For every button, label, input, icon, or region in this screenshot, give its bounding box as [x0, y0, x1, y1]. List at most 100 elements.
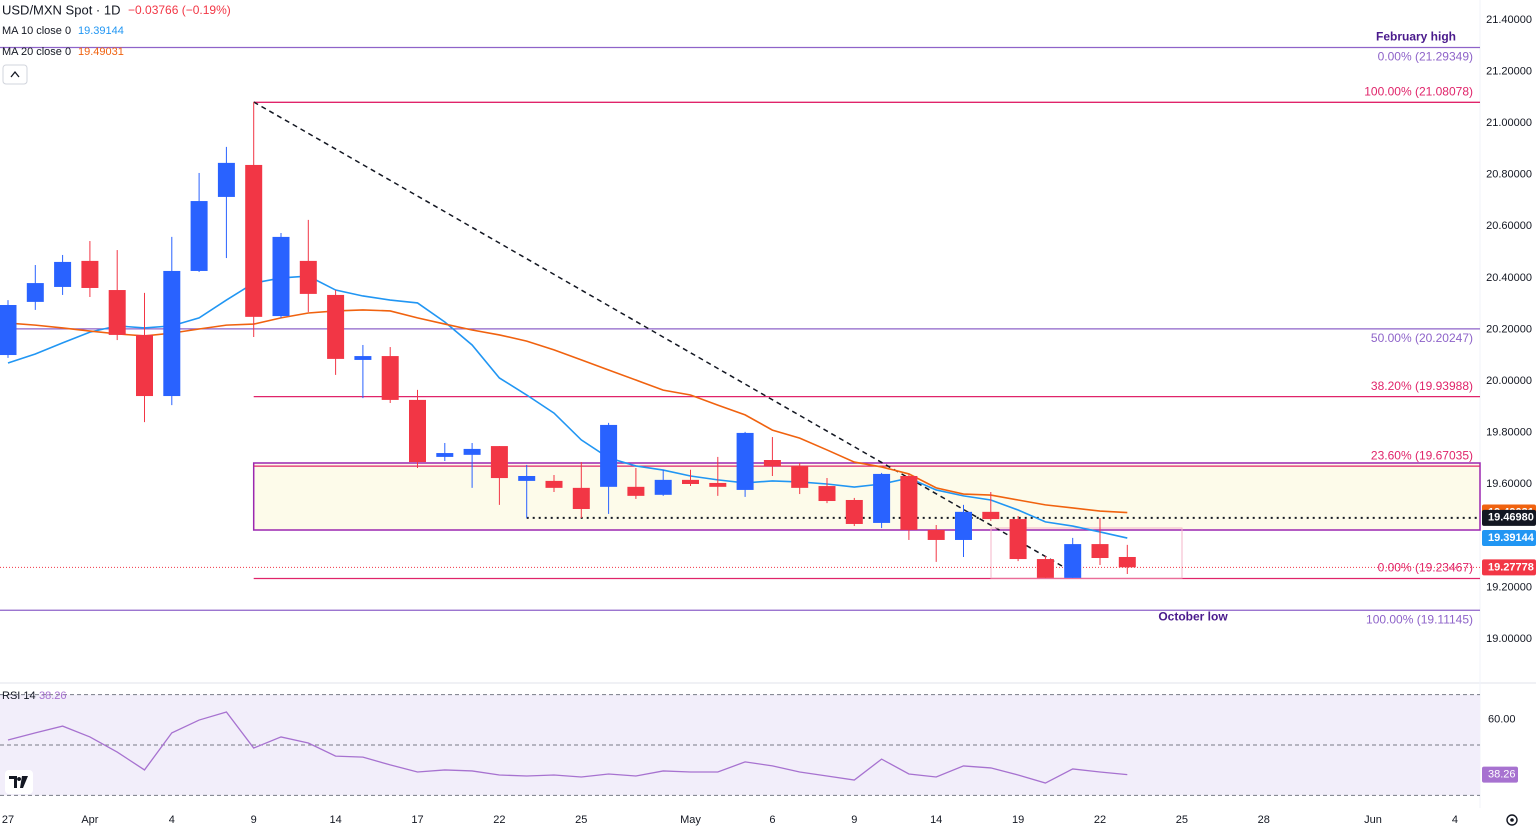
candle-body	[163, 270, 181, 397]
candle-body	[845, 499, 863, 524]
x-tick-label: Apr	[81, 814, 98, 826]
x-tick-label: 22	[1094, 814, 1106, 826]
x-tick-label: 9	[251, 814, 257, 826]
change: −0.03766 (−0.19%)	[128, 3, 231, 17]
candle-body	[1064, 544, 1082, 578]
legend-name: MA 20 close 0	[2, 46, 71, 58]
candle-body	[245, 164, 263, 317]
moving-average	[7, 309, 1128, 514]
candle-body	[982, 511, 1000, 520]
y-tick-label: 21.00000	[1486, 117, 1532, 129]
x-tick-label: 4	[169, 814, 175, 826]
candle-body	[791, 465, 809, 488]
price-tag	[1482, 559, 1536, 576]
candle-body	[572, 487, 590, 510]
candle-body	[600, 424, 618, 487]
highlight-box	[990, 527, 1183, 579]
fib-label: 50.00% (20.20247)	[1371, 331, 1473, 345]
candle-body	[190, 201, 208, 271]
x-tick-label: 6	[769, 814, 775, 826]
logo-frame	[5, 770, 33, 794]
fib-label: 100.00% (19.11145)	[1366, 612, 1473, 626]
candle-body	[1036, 559, 1054, 578]
y-tick-label: 20.00000	[1486, 375, 1532, 387]
candle-body	[299, 260, 317, 294]
candle-body	[327, 294, 345, 359]
rsi-tag-label: 38.26	[1488, 768, 1516, 780]
fib-label: 100.00% (21.08078)	[1364, 85, 1473, 99]
rsi-tick-label: 60.00	[1488, 714, 1516, 726]
trend-line	[253, 101, 1063, 567]
candle-body	[136, 334, 153, 397]
candle-body	[518, 475, 536, 481]
annotation: February high	[1376, 30, 1456, 44]
candle-body	[818, 486, 836, 502]
y-tick-label: 20.40000	[1486, 272, 1532, 284]
rsi-line	[7, 711, 1128, 784]
candle-body	[873, 473, 891, 523]
candle-body	[436, 453, 454, 457]
legend-value: 19.49031	[78, 46, 124, 58]
x-tick-label: 9	[851, 814, 857, 826]
logo	[5, 770, 33, 794]
x-tick-label: 14	[329, 814, 341, 826]
candle-body	[26, 283, 44, 302]
chevron-icon	[10, 70, 20, 78]
rsi-band	[0, 694, 1480, 796]
y-tick-label: 19.00000	[1486, 633, 1532, 645]
candle-body	[463, 448, 481, 455]
candle-body	[955, 511, 972, 540]
y-tick-label: 20.80000	[1486, 169, 1532, 181]
logo-mark	[9, 776, 28, 788]
y-tick-label: 21.40000	[1486, 14, 1532, 26]
rsi-tag	[1482, 766, 1518, 783]
settings-button[interactable]	[1506, 814, 1518, 826]
collapse-button[interactable]	[2, 64, 28, 85]
gear-icon	[1506, 814, 1518, 826]
price-tag	[1482, 530, 1536, 547]
candle-body	[381, 356, 399, 400]
rsi-value: 38.26	[39, 690, 67, 702]
x-tick-label: 17	[411, 814, 423, 826]
y-tick-label: 19.20000	[1486, 581, 1532, 593]
candle-body	[409, 399, 426, 463]
legend-name: MA 10 close 0	[2, 25, 71, 37]
price-tag-label: 19.27778	[1488, 561, 1534, 573]
x-tick-label: 4	[1452, 814, 1458, 826]
candle-body	[763, 460, 781, 466]
gear-hub	[1510, 818, 1514, 822]
moving-average	[7, 275, 1128, 539]
x-tick-label: 25	[1176, 814, 1188, 826]
x-tick-label: 27	[2, 814, 14, 826]
candle-body	[354, 356, 372, 360]
annotation: October low	[1158, 609, 1228, 623]
x-tick-label: 28	[1258, 814, 1270, 826]
y-tick-label: 19.60000	[1486, 478, 1532, 490]
candle-body	[709, 482, 727, 487]
price-tag-label: 19.39144	[1488, 532, 1535, 544]
x-tick-label: Jun	[1364, 814, 1382, 826]
legend-value: 19.39144	[78, 25, 124, 37]
price-tag-label: 19.46980	[1488, 512, 1534, 524]
x-tick-label: 14	[930, 814, 942, 826]
candle-body	[927, 529, 945, 540]
candle-body	[81, 260, 99, 288]
y-tick-label: 19.80000	[1486, 427, 1532, 439]
candle-body	[217, 162, 235, 197]
candle-body	[1118, 556, 1136, 568]
candle-body	[627, 486, 645, 496]
fib-label: 38.20% (19.93988)	[1371, 379, 1473, 393]
candle-body	[1009, 519, 1027, 560]
y-tick-label: 21.20000	[1486, 65, 1532, 77]
candle-body	[654, 479, 672, 495]
candle-body	[1091, 544, 1109, 559]
button-frame	[2, 64, 28, 85]
fib-label: 23.60% (19.67035)	[1371, 448, 1473, 462]
candle-body	[545, 480, 563, 488]
range-box	[252, 462, 1481, 531]
candle-body	[900, 475, 918, 530]
symbol: USD/MXN Spot · 1D	[2, 2, 120, 17]
